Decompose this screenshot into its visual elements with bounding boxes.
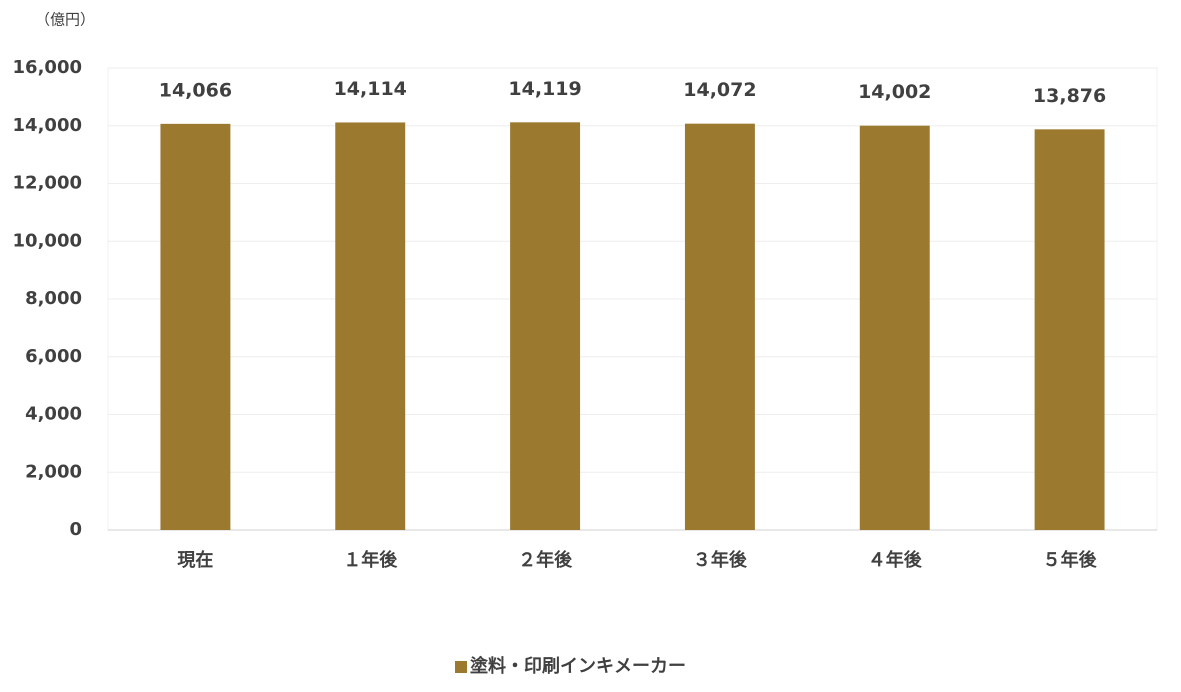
x-tick-label: 現在 (177, 549, 213, 571)
y-tick-label: 0 (69, 519, 82, 540)
x-tick-label: ４年後 (868, 549, 923, 571)
value-label: 14,066 (159, 79, 232, 101)
value-label: 14,119 (508, 78, 581, 100)
bar (510, 122, 581, 530)
bar (859, 125, 930, 530)
bar (160, 123, 231, 531)
x-tick-label: １年後 (343, 549, 398, 571)
y-tick-label: 14,000 (13, 115, 82, 136)
y-tick-label: 2,000 (25, 461, 82, 482)
value-label: 14,072 (683, 79, 756, 101)
unit-label: （億円） (35, 11, 95, 29)
x-tick-label: ５年後 (1043, 549, 1098, 571)
bar (684, 123, 755, 531)
value-label: 13,876 (1033, 85, 1106, 107)
legend-swatch (455, 661, 467, 673)
y-tick-label: 6,000 (25, 346, 82, 367)
value-label: 14,114 (334, 78, 407, 100)
value-label: 14,002 (858, 81, 931, 103)
y-tick-label: 10,000 (13, 230, 82, 251)
legend-label: 塗料・印刷インキメーカー (470, 655, 686, 677)
x-tick-label: ３年後 (693, 549, 748, 571)
y-tick-label: 12,000 (13, 173, 82, 194)
y-tick-label: 8,000 (25, 288, 82, 309)
bar (1034, 129, 1105, 530)
y-tick-label: 4,000 (25, 404, 82, 425)
y-tick-label: 16,000 (13, 57, 82, 78)
x-tick-label: ２年後 (518, 549, 573, 571)
bar (335, 122, 406, 530)
